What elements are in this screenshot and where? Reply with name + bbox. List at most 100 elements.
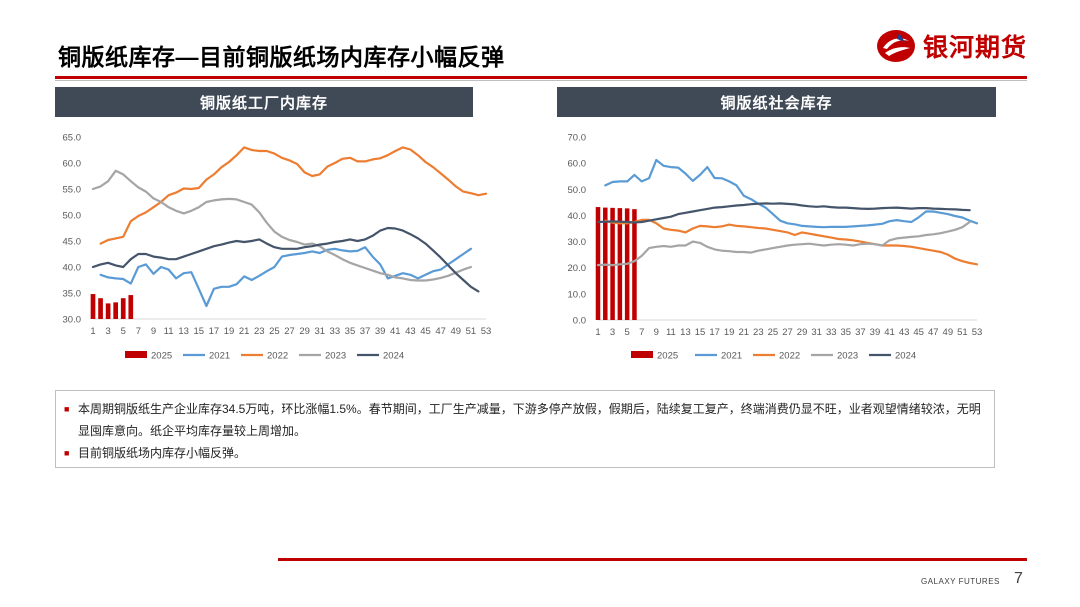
x-tick-label: 47 [435, 326, 446, 337]
series-line-2023 [91, 169, 472, 282]
bar-2025 [595, 207, 601, 320]
page-number: 7 [1014, 570, 1023, 587]
x-tick-label: 13 [680, 327, 691, 338]
y-tick-label: 30.0 [568, 237, 587, 248]
x-tick-label: 27 [284, 326, 295, 337]
x-tick-label: 39 [870, 327, 881, 338]
x-tick-label: 41 [884, 327, 895, 338]
x-tick-label: 51 [466, 326, 477, 337]
x-tick-label: 15 [695, 327, 706, 338]
series-line-2023 [596, 220, 971, 267]
header-rule-thin [55, 80, 1027, 81]
y-tick-label: 45.0 [63, 237, 82, 248]
legend-label-2024: 2024 [383, 351, 404, 362]
x-tick-label: 11 [666, 327, 676, 338]
y-tick-label: 30.0 [63, 315, 82, 326]
x-tick-label: 51 [957, 327, 968, 338]
galaxy-futures-logo: 银河期货 [875, 28, 1027, 64]
series-line-2024 [91, 226, 480, 293]
logo-text: 银河期货 [923, 34, 1028, 62]
x-tick-label: 29 [299, 326, 310, 337]
x-tick-label: 45 [420, 326, 431, 337]
series-line-2024 [596, 202, 971, 224]
x-tick-label: 37 [855, 327, 866, 338]
legend-swatch-2025 [125, 351, 147, 358]
factory-inventory-chart: 30.035.040.045.050.055.060.065.01 3 5 7 9 11 1… [63, 133, 492, 362]
x-tick-label: 21 [239, 326, 250, 337]
x-tick-label: 53 [481, 326, 492, 337]
social-inventory-chart: 0.010.020.030.040.050.060.070.01 3 5 7 9 11 13… [568, 133, 983, 362]
y-tick-label: 50.0 [568, 185, 587, 196]
x-tick-label: 1 [595, 327, 600, 338]
legend-label-2023: 2023 [325, 351, 346, 362]
x-tick-label: 41 [390, 326, 401, 337]
x-tick-label: 11 [164, 326, 174, 337]
legend-label-2025: 2025 [151, 351, 172, 362]
chart-title-social-inventory: 铜版纸社会库存 [557, 87, 996, 117]
y-tick-label: 40.0 [63, 263, 82, 274]
legend-swatch-2025 [631, 351, 653, 358]
notes-box: ■ 本周期铜版纸生产企业库存34.5万吨，环比涨幅1.5%。春节期间，工厂生产减… [55, 390, 995, 468]
x-tick-label: 3 [105, 326, 110, 337]
y-tick-label: 40.0 [568, 211, 587, 222]
x-tick-label: 43 [899, 327, 910, 338]
y-tick-label: 70.0 [568, 133, 587, 144]
x-tick-label: 7 [136, 326, 141, 337]
bullet-icon: ■ [64, 448, 70, 458]
footer-rule [278, 558, 1027, 561]
x-tick-label: 33 [330, 326, 341, 337]
bullet-icon: ■ [64, 404, 70, 414]
x-tick-label: 31 [314, 326, 325, 337]
x-tick-label: 23 [254, 326, 265, 337]
x-tick-label: 7 [639, 327, 644, 338]
bar-2025 [98, 298, 103, 319]
x-tick-label: 21 [738, 327, 749, 338]
x-tick-label: 39 [375, 326, 386, 337]
series-line-2021 [604, 158, 979, 229]
legend-label-2023: 2023 [837, 351, 858, 362]
y-tick-label: 50.0 [63, 211, 82, 222]
x-tick-label: 19 [224, 326, 235, 337]
x-tick-label: 49 [943, 327, 954, 338]
chart-title-factory-inventory: 铜版纸工厂内库存 [55, 87, 473, 117]
x-tick-label: 35 [345, 326, 356, 337]
note-text: 本周期铜版纸生产企业库存34.5万吨，环比涨幅1.5%。春节期间，工厂生产减量，… [78, 402, 981, 438]
y-tick-label: 0.0 [573, 316, 586, 327]
legend-label-2024: 2024 [895, 351, 916, 362]
x-tick-label: 27 [782, 327, 793, 338]
x-tick-label: 17 [709, 327, 720, 338]
x-tick-label: 29 [797, 327, 808, 338]
y-tick-label: 55.0 [63, 185, 82, 196]
y-tick-label: 10.0 [568, 289, 587, 300]
x-tick-label: 9 [151, 326, 156, 337]
x-tick-label: 37 [360, 326, 371, 337]
x-tick-label: 49 [450, 326, 461, 337]
bar-2025 [90, 294, 96, 319]
legend-label-2021: 2021 [721, 351, 742, 362]
x-tick-label: 5 [121, 326, 126, 337]
series-line-2021 [99, 246, 472, 308]
galaxy-logo-icon [877, 30, 915, 62]
x-tick-label: 53 [972, 327, 983, 338]
x-tick-label: 15 [194, 326, 205, 337]
bar-2025 [105, 303, 111, 319]
x-tick-label: 43 [405, 326, 416, 337]
header-rule [55, 76, 1027, 79]
legend-label-2022: 2022 [779, 351, 800, 362]
note-text: 目前铜版纸场内库存小幅反弹。 [78, 446, 247, 460]
y-tick-label: 65.0 [63, 133, 82, 144]
x-tick-label: 19 [724, 327, 735, 338]
x-tick-label: 9 [654, 327, 659, 338]
x-tick-label: 31 [811, 327, 822, 338]
x-tick-label: 3 [610, 327, 615, 338]
x-tick-label: 47 [928, 327, 939, 338]
y-tick-label: 35.0 [63, 289, 82, 300]
legend-label-2021: 2021 [209, 351, 230, 362]
x-tick-label: 5 [625, 327, 630, 338]
x-tick-label: 25 [269, 326, 280, 337]
x-tick-label: 1 [90, 326, 95, 337]
y-tick-label: 60.0 [568, 159, 587, 170]
page-title: 铜版纸库存—目前铜版纸场内库存小幅反弹 [58, 44, 505, 70]
bar-2025 [632, 209, 637, 320]
bar-2025 [113, 302, 119, 319]
